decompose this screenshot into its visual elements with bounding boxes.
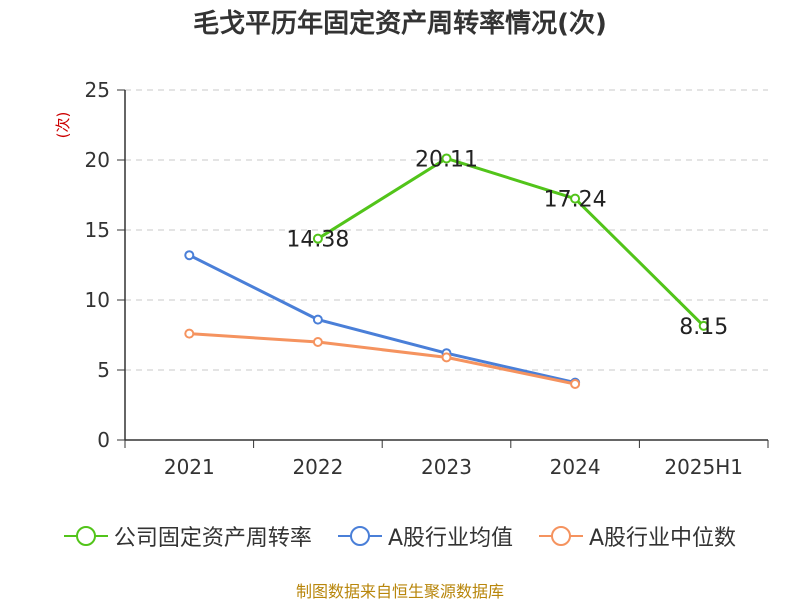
data-point bbox=[698, 320, 709, 331]
y-axis-label: (次) bbox=[54, 112, 72, 139]
data-point bbox=[312, 337, 323, 347]
chart-legend: 公司固定资产周转率 A股行业均值 A股行业中位数 bbox=[0, 518, 800, 554]
legend-label: A股行业均值 bbox=[387, 526, 513, 551]
data-point bbox=[312, 314, 323, 325]
data-label: 17.24 bbox=[544, 188, 607, 213]
data-point bbox=[570, 193, 581, 204]
legend-item[interactable]: A股行业均值 bbox=[337, 520, 513, 552]
series-line-0 bbox=[316, 156, 706, 328]
y-tick-label: 20 bbox=[85, 148, 110, 172]
data-point bbox=[184, 328, 195, 339]
legend-item[interactable]: A股行业中位数 bbox=[539, 520, 736, 552]
x-tick-label: 2024 bbox=[550, 455, 601, 479]
legend-marker-icon bbox=[63, 526, 108, 546]
y-tick-label: 5 bbox=[97, 358, 110, 382]
y-tick-label: 0 bbox=[97, 428, 110, 452]
data-label: 14.38 bbox=[286, 228, 349, 253]
x-tick-label: 2025H1 bbox=[664, 455, 743, 479]
data-point bbox=[441, 153, 452, 164]
data-point bbox=[184, 250, 195, 261]
legend-item[interactable]: 公司固定资产周转率 bbox=[63, 520, 312, 552]
data-point bbox=[570, 379, 581, 389]
legend-marker-icon bbox=[539, 526, 583, 546]
x-tick-label: 2022 bbox=[292, 455, 343, 479]
legend-marker-icon bbox=[337, 526, 382, 546]
legend-label: 公司固定资产周转率 bbox=[113, 526, 312, 551]
chart-title: 毛戈平历年固定资产周转率情况(次) bbox=[193, 9, 607, 39]
data-point bbox=[441, 352, 452, 363]
y-tick-label: 25 bbox=[85, 78, 110, 102]
series-line-1 bbox=[187, 253, 577, 385]
y-tick-label: 10 bbox=[85, 288, 110, 312]
x-tick-label: 2021 bbox=[164, 455, 215, 479]
source-note: 制图数据来自恒生聚源数据库 bbox=[295, 582, 504, 601]
data-label: 20.11 bbox=[415, 147, 478, 172]
data-point bbox=[312, 233, 323, 244]
y-tick-label: 15 bbox=[85, 218, 110, 242]
data-label: 8.15 bbox=[679, 315, 728, 340]
series-line-2 bbox=[187, 332, 577, 386]
x-tick-label: 2023 bbox=[421, 455, 472, 479]
legend-label: A股行业中位数 bbox=[589, 526, 737, 551]
